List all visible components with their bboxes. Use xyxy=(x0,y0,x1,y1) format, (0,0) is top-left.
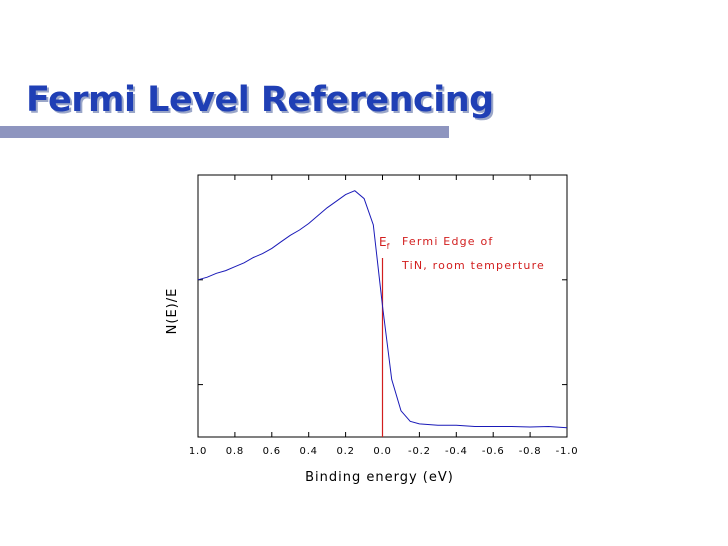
y-axis-label: N(E)/E xyxy=(165,288,180,335)
annotation-line1: Fermi Edge of xyxy=(402,235,493,248)
x-tick-label: -1.0 xyxy=(556,446,579,457)
title-underline-bar xyxy=(0,126,449,138)
x-tick-labels: 1.0 0.8 0.6 0.4 0.2 0.0 -0.2 -0.4 -0.6 -0.8 -1.0 xyxy=(189,446,579,457)
annotation-ef: Ef xyxy=(379,235,390,251)
x-tick-label: -0.4 xyxy=(445,446,468,457)
x-tick-label: 0.6 xyxy=(263,446,281,457)
annotation-ef-sub: f xyxy=(387,242,390,251)
annotation-ef-main: E xyxy=(379,235,387,249)
annotation-line2: TiN, room temperture xyxy=(401,259,545,272)
axis-ticks xyxy=(197,175,568,437)
x-tick-label: 0.4 xyxy=(300,446,318,457)
x-tick-label: 0.8 xyxy=(226,446,244,457)
x-tick-label: 1.0 xyxy=(189,446,207,457)
x-tick-label: 0.2 xyxy=(336,446,354,457)
series-line xyxy=(197,190,568,429)
x-tick-label: -0.2 xyxy=(408,446,431,457)
x-tick-label: -0.8 xyxy=(519,446,542,457)
x-tick-label: -0.6 xyxy=(482,446,505,457)
slide-title: Fermi Level Referencing xyxy=(26,80,494,120)
x-axis-label: Binding energy (eV) xyxy=(305,470,454,485)
x-tick-label: 0.0 xyxy=(373,446,391,457)
